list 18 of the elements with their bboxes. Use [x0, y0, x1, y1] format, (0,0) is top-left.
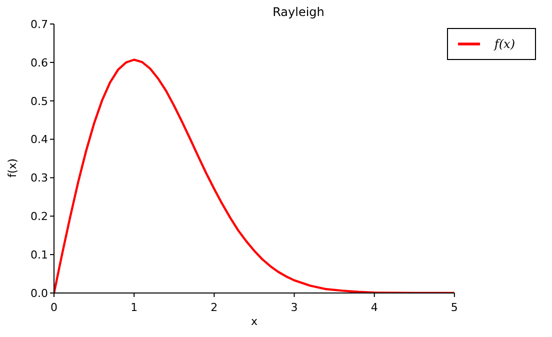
chart-title: Rayleigh: [272, 5, 326, 19]
x-tick-label: 0: [50, 301, 58, 314]
y-tick-label: 0.1: [30, 248, 48, 262]
y-tick-label: 0.2: [30, 210, 48, 224]
y-tick-label: 0.5: [30, 94, 48, 108]
x-axis-title: x: [250, 315, 258, 328]
y-tick-label: 0.3: [30, 172, 48, 185]
y-tick-label: 0.4: [30, 133, 48, 146]
y-axis-title: f(x): [6, 158, 19, 178]
x-tick-label: 2: [210, 301, 218, 314]
y-tick-label: 0.6: [30, 56, 48, 70]
x-tick-label: 5: [450, 301, 458, 314]
x-tick-label: 4: [370, 301, 378, 314]
x-tick-label: 3: [290, 301, 298, 314]
y-tick-label: 0.7: [30, 18, 48, 31]
x-tick-label: 1: [130, 301, 138, 314]
y-tick-label: 0.0: [30, 286, 48, 300]
legend-label: f(x): [494, 37, 515, 52]
